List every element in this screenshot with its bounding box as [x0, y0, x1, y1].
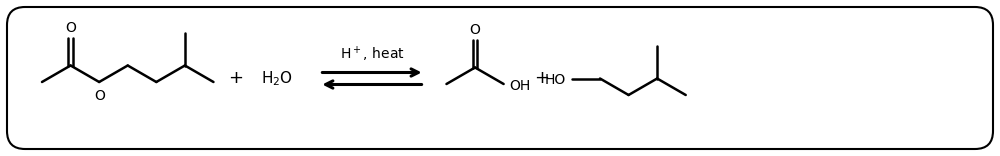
Text: +: + — [228, 69, 243, 87]
Text: H$^+$, heat: H$^+$, heat — [340, 44, 404, 63]
FancyBboxPatch shape — [7, 7, 993, 149]
Text: H$_2$O: H$_2$O — [261, 69, 293, 88]
Text: O: O — [470, 23, 480, 37]
Text: O: O — [95, 88, 106, 102]
Text: +: + — [534, 69, 549, 87]
Text: OH: OH — [510, 79, 531, 93]
Text: HO: HO — [544, 73, 566, 86]
Text: O: O — [65, 21, 76, 35]
